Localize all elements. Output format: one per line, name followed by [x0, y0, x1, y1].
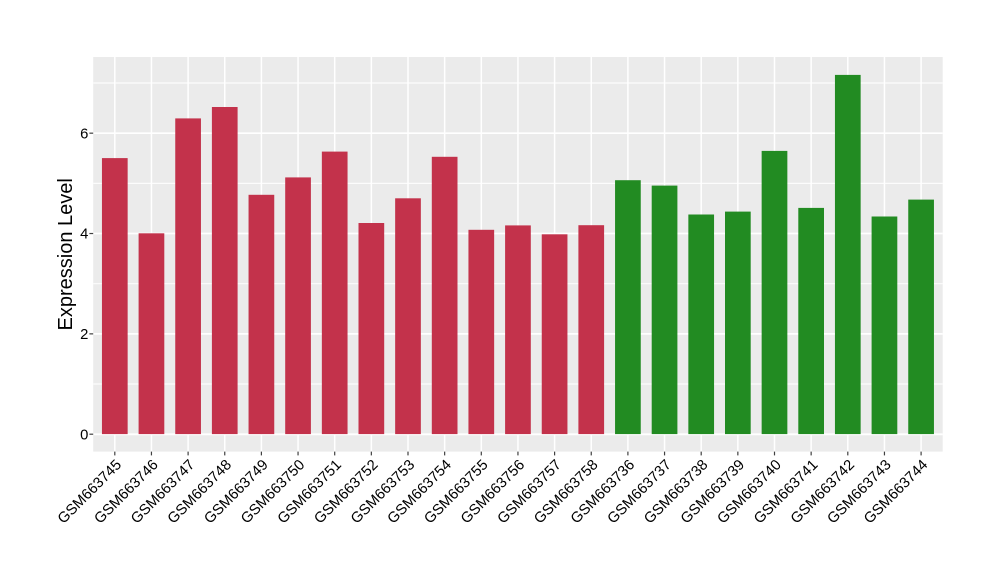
- svg-text:4: 4: [80, 227, 88, 243]
- svg-text:6: 6: [80, 126, 88, 142]
- svg-text:0: 0: [80, 427, 88, 443]
- svg-text:2: 2: [80, 327, 88, 343]
- svg-text:Expression Level: Expression Level: [55, 178, 77, 330]
